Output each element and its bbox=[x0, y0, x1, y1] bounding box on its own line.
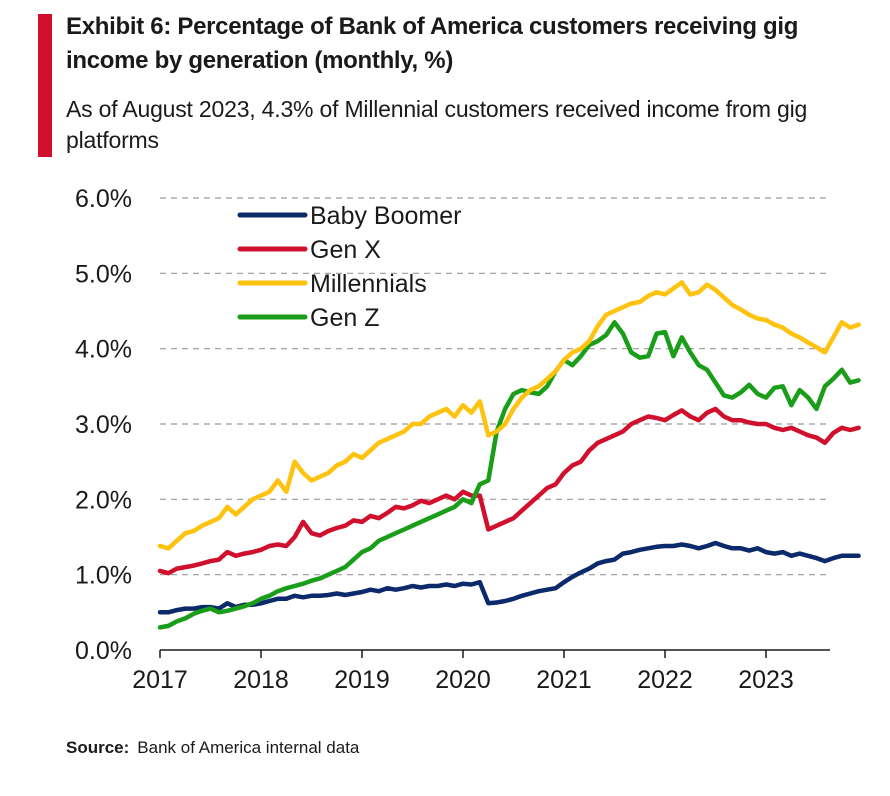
chart-subtitle: As of August 2023, 4.3% of Millennial cu… bbox=[66, 96, 808, 153]
y-tick-label: 0.0% bbox=[75, 637, 132, 665]
legend-label: Gen Z bbox=[310, 304, 379, 332]
series-line-gen-z bbox=[157, 320, 861, 630]
x-tick-label: 2018 bbox=[233, 666, 289, 694]
series-lines bbox=[157, 280, 861, 630]
source-note: Source: Bank of America internal data bbox=[66, 738, 359, 758]
x-tick-label: 2017 bbox=[132, 666, 188, 694]
y-tick-label: 1.0% bbox=[75, 562, 132, 590]
line-chart: 0.0% 1.0% 2.0% 3.0% 4.0% 5.0% 6.0% 2017 2018 2019… bbox=[75, 185, 861, 694]
y-tick-label: 3.0% bbox=[75, 411, 132, 439]
x-tick-label: 2021 bbox=[536, 666, 592, 694]
legend-label: Gen X bbox=[310, 236, 381, 264]
series-line-gen-x bbox=[157, 406, 861, 576]
axes: 0.0% 1.0% 2.0% 3.0% 4.0% 5.0% 6.0% 2017 2018 2019… bbox=[75, 185, 830, 694]
series-line-baby-boomer bbox=[157, 540, 861, 615]
series-line-millennials bbox=[157, 280, 861, 551]
legend: Baby Boomer Gen X Millennials Gen Z bbox=[237, 202, 461, 332]
source-label: Source: bbox=[66, 738, 130, 757]
chart-title: Exhibit 6: Percentage of Bank of America… bbox=[66, 13, 799, 74]
legend-label: Baby Boomer bbox=[310, 202, 461, 230]
y-tick-label: 4.0% bbox=[75, 336, 132, 364]
gridlines bbox=[160, 197, 830, 576]
x-tick-label: 2019 bbox=[334, 666, 390, 694]
x-tick-label: 2020 bbox=[435, 666, 491, 694]
x-tick-label: 2023 bbox=[738, 666, 794, 694]
y-tick-label: 2.0% bbox=[75, 486, 132, 514]
y-tick-label: 6.0% bbox=[75, 185, 132, 213]
legend-label: Millennials bbox=[310, 270, 427, 298]
accent-bar bbox=[38, 14, 52, 157]
y-tick-label: 5.0% bbox=[75, 260, 132, 288]
x-tick-label: 2022 bbox=[637, 666, 693, 694]
source-text: Bank of America internal data bbox=[137, 738, 360, 757]
